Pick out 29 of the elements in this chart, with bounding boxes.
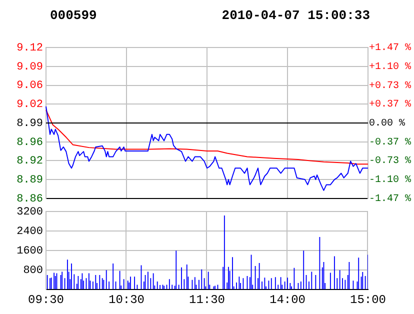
y2-tick-label: +0.73 % — [369, 81, 412, 92]
y-tick-label: 9.02 — [16, 99, 43, 112]
y2-tick-label: +0.37 % — [369, 100, 412, 111]
y-tick-label: 2400 — [16, 226, 43, 238]
chart-subtitle: 2010-04-07 15:00:33 — [222, 8, 370, 23]
y-tick-label: 3200 — [16, 206, 43, 219]
y-tick-label: 8.92 — [16, 156, 43, 168]
y-tick-label: 8.96 — [16, 136, 43, 149]
y-tick-label: 1600 — [16, 246, 43, 258]
y2-tick-label: -0.73 % — [369, 156, 412, 168]
x-tick-label: 15:00 — [350, 292, 386, 307]
x-tick-label: 10:30 — [108, 292, 145, 307]
y-tick-label: 9.09 — [16, 61, 43, 74]
y2-tick-label: -0.37 % — [369, 138, 412, 149]
y2-tick-label: -1.10 % — [369, 175, 412, 186]
chart-title: 000599 — [50, 8, 97, 23]
y2-tick-label: 0.00 % — [369, 118, 406, 130]
y-tick-label: 8.99 — [16, 118, 43, 130]
y2-tick-label: +1.47 % — [369, 43, 412, 54]
y-tick-label: 800 — [23, 265, 43, 278]
x-tick-label: 11:30 — [188, 292, 226, 307]
x-tick-label: 09:30 — [28, 292, 64, 307]
y2-tick-label: -1.47 % — [369, 194, 412, 206]
x-tick-label: 14:00 — [269, 292, 306, 307]
y-tick-label: 9.06 — [16, 80, 43, 92]
y-tick-label: 8.86 — [16, 193, 43, 206]
y-tick-label: 9.12 — [16, 42, 43, 55]
y-tick-label: 8.89 — [16, 174, 43, 186]
y2-tick-label: +1.10 % — [369, 62, 412, 74]
